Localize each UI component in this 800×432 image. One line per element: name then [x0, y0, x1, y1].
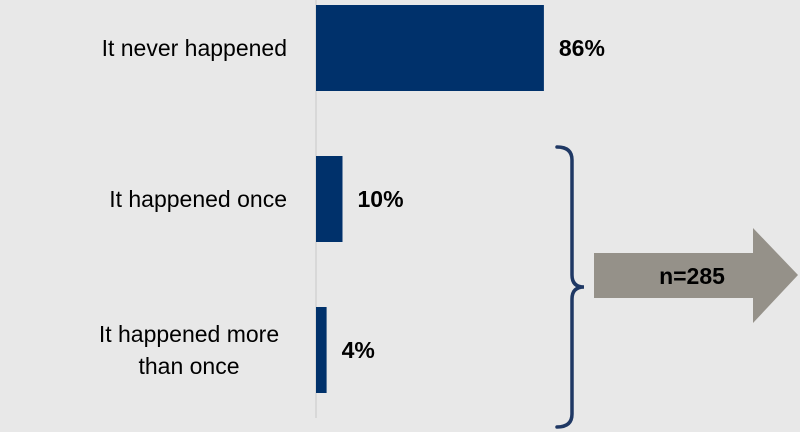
value-labels: 86% 10% 4% [342, 35, 605, 363]
bar-3 [316, 307, 327, 393]
sample-size-label: n=285 [659, 263, 725, 289]
arrow-icon [594, 228, 798, 323]
bar-1 [316, 5, 544, 91]
value-label-3: 4% [342, 337, 375, 363]
bars [316, 5, 544, 393]
category-label-3-line-2: than once [138, 353, 239, 379]
category-labels: It never happened It happened once It happ… [99, 35, 287, 379]
value-label-2: 10% [358, 186, 404, 212]
category-label-3-line-1: It happened more [99, 321, 279, 347]
category-label-2: It happened once [109, 186, 287, 212]
category-label-1: It never happened [102, 35, 287, 61]
bracket-mark [555, 145, 585, 429]
bar-2 [316, 156, 343, 242]
value-label-1: 86% [559, 35, 605, 61]
